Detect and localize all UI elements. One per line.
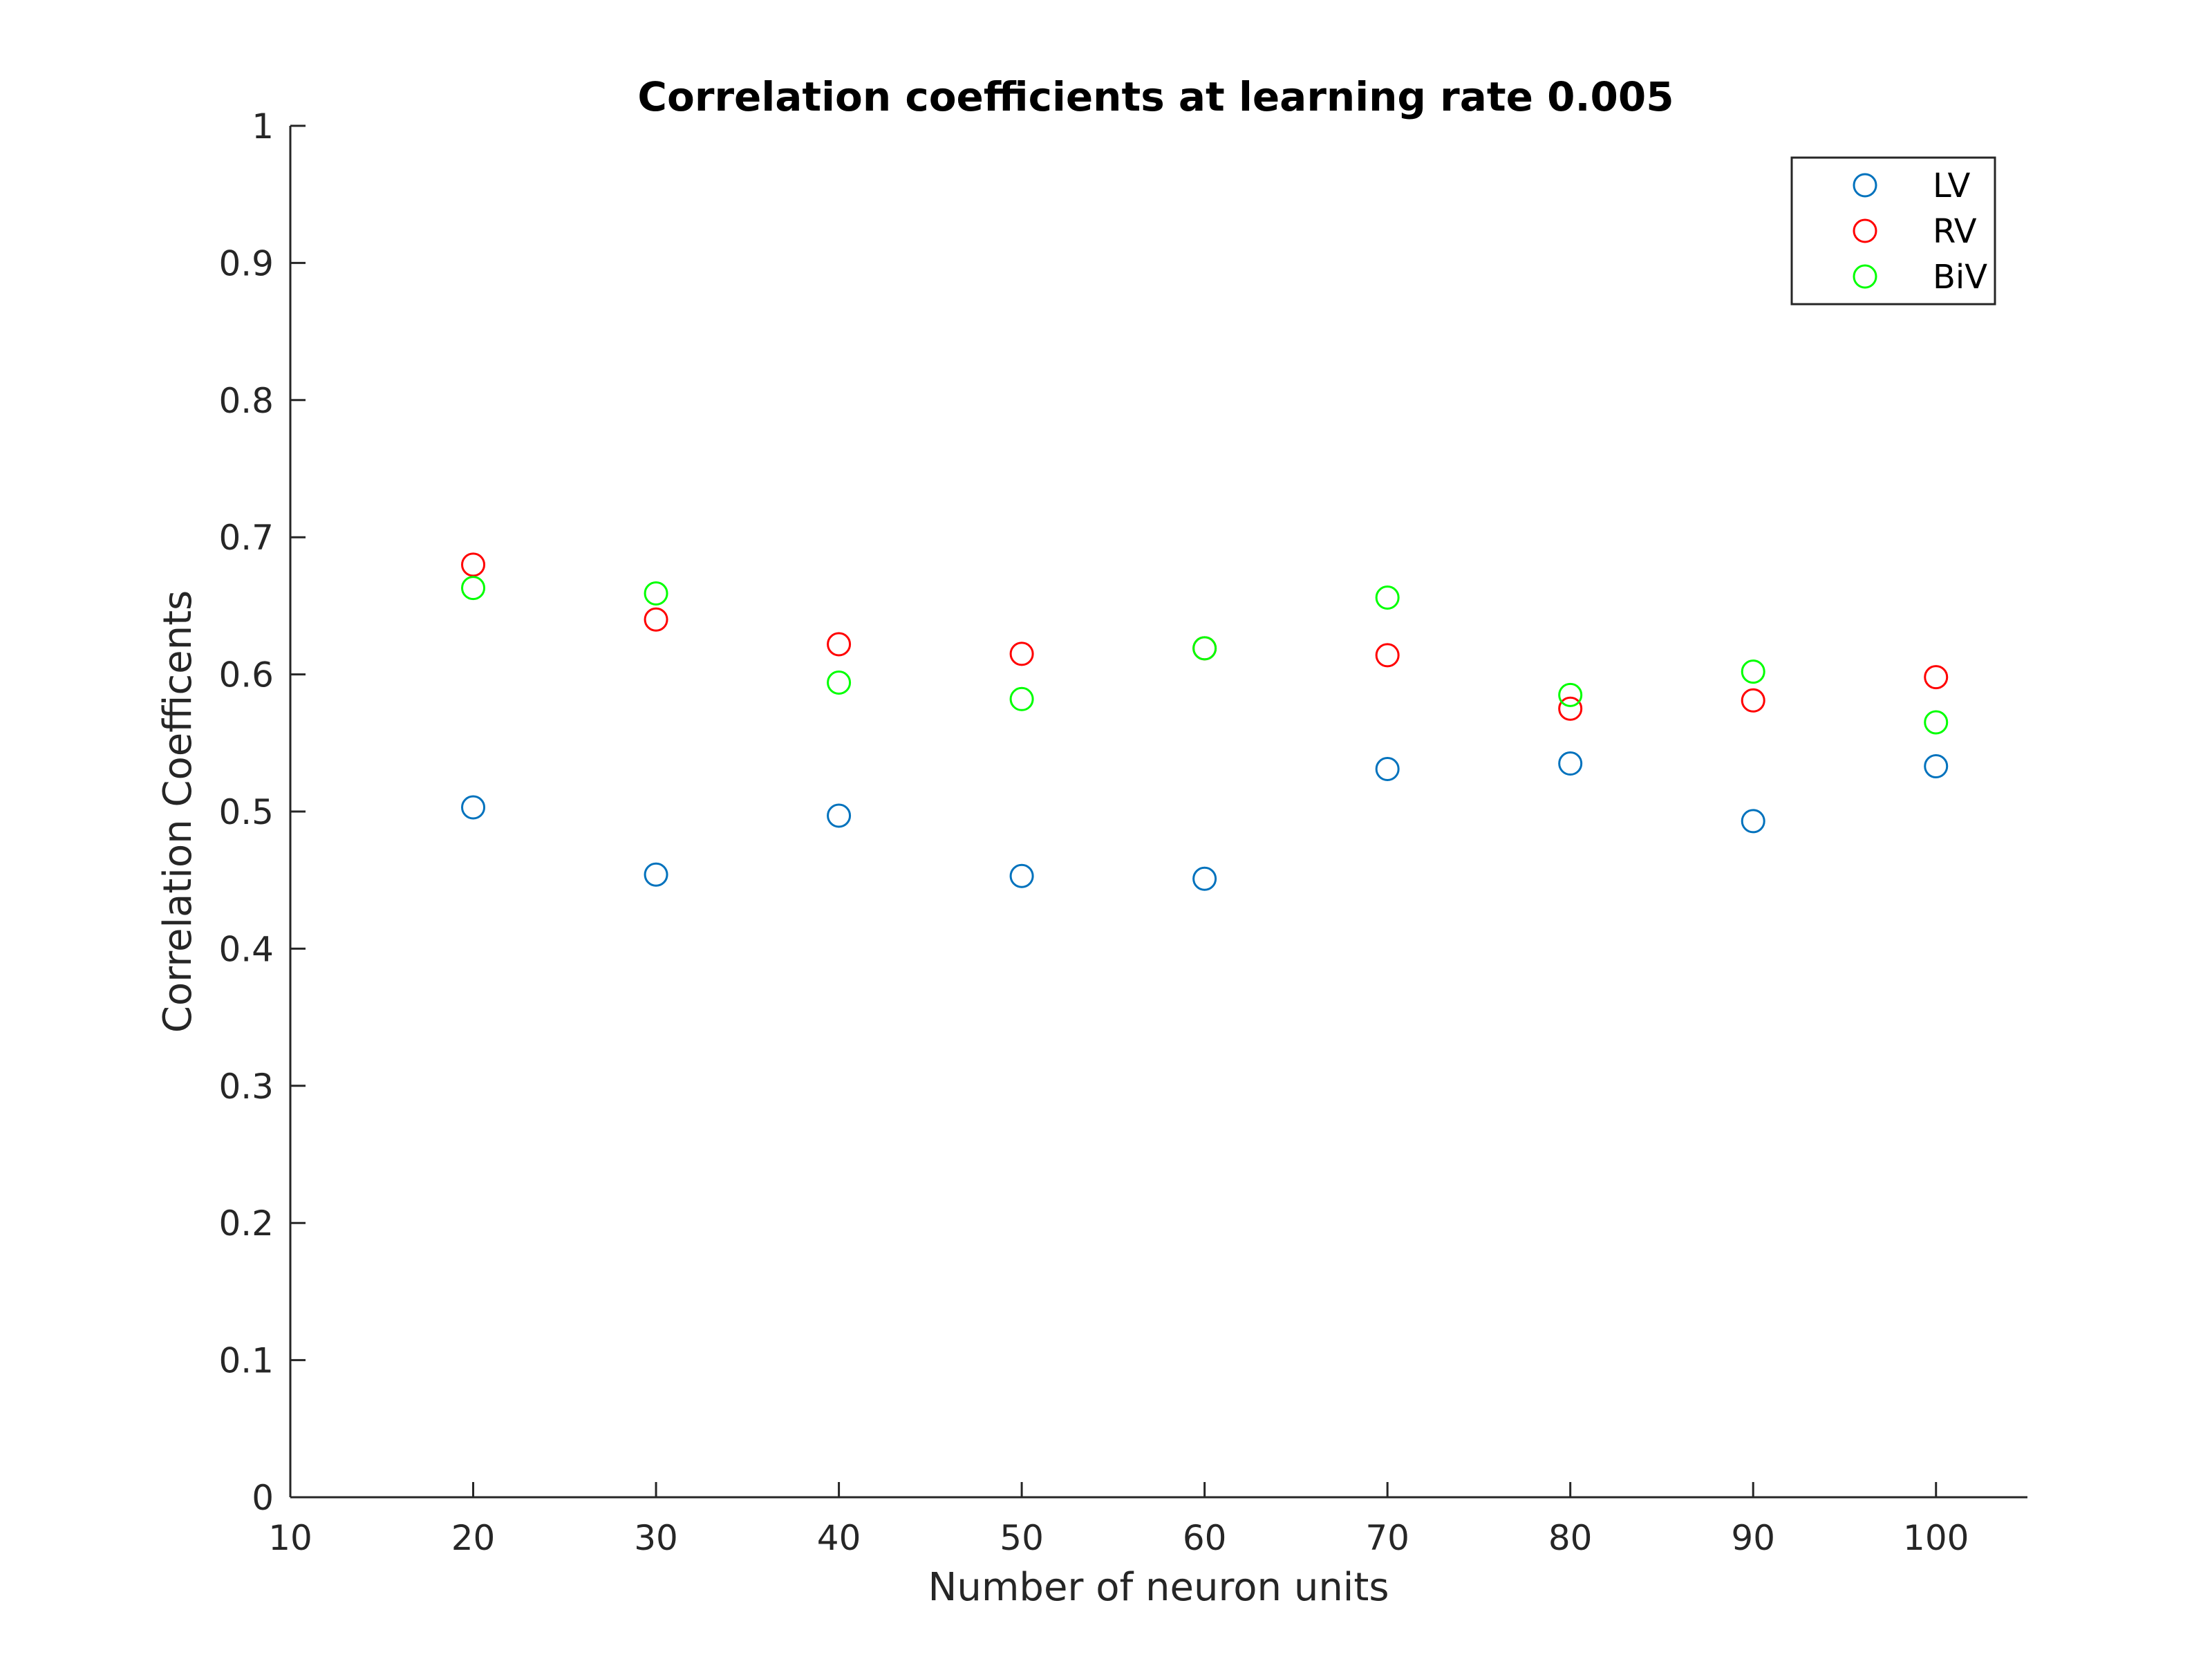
legend-marker-biv bbox=[1853, 264, 1877, 289]
data-point-biv bbox=[1192, 636, 1217, 661]
y-tick-label: 0.2 bbox=[218, 1203, 274, 1244]
data-point-rv bbox=[1741, 688, 1765, 713]
x-axis-label: Number of neuron units bbox=[928, 1565, 1389, 1610]
y-axis-label: Correlation Coefficents bbox=[156, 590, 200, 1033]
y-tick-label: 0.6 bbox=[218, 655, 274, 695]
y-tick-label: 0.3 bbox=[218, 1067, 274, 1107]
x-tick-label: 30 bbox=[634, 1518, 678, 1558]
data-point-rv bbox=[1375, 643, 1400, 668]
data-point-rv bbox=[1924, 665, 1949, 690]
data-point-biv bbox=[1375, 585, 1400, 610]
legend-box bbox=[1790, 156, 1996, 306]
data-point-biv bbox=[1009, 686, 1034, 711]
chart-title: Correlation coefficients at learning rat… bbox=[637, 73, 1674, 120]
data-point-lv bbox=[1741, 809, 1765, 834]
x-tick-label: 20 bbox=[451, 1518, 496, 1558]
y-tick-label: 0.7 bbox=[218, 518, 274, 558]
data-point-biv bbox=[1558, 682, 1583, 707]
legend-marker-lv bbox=[1853, 173, 1877, 198]
data-point-rv bbox=[1558, 696, 1583, 721]
legend-marker-rv bbox=[1853, 218, 1877, 243]
x-tick-label: 100 bbox=[1903, 1518, 1969, 1558]
data-point-lv bbox=[1009, 863, 1034, 888]
data-point-lv bbox=[644, 862, 668, 887]
data-point-rv bbox=[1009, 641, 1034, 666]
legend: LV RV BiV bbox=[1790, 156, 1996, 306]
y-tick-label: 1 bbox=[252, 106, 274, 147]
x-tick-label: 70 bbox=[1365, 1518, 1409, 1558]
data-point-rv bbox=[461, 552, 486, 577]
x-tick-label: 60 bbox=[1183, 1518, 1227, 1558]
y-tick-label: 0.8 bbox=[218, 381, 274, 421]
data-point-rv bbox=[644, 607, 668, 632]
data-point-biv bbox=[461, 576, 486, 601]
x-tick-label: 90 bbox=[1731, 1518, 1775, 1558]
legend-items: LV RV BiV bbox=[1853, 167, 1987, 297]
x-tick-label: 10 bbox=[268, 1518, 312, 1558]
data-point-biv bbox=[1924, 710, 1949, 735]
y-tick-label: 0.4 bbox=[218, 929, 274, 969]
data-point-lv bbox=[1192, 866, 1217, 891]
x-tick-label: 50 bbox=[1000, 1518, 1044, 1558]
data-point-lv bbox=[1558, 751, 1583, 776]
y-tick-label: 0.5 bbox=[218, 792, 274, 832]
data-point-rv bbox=[827, 632, 852, 657]
data-point-lv bbox=[1375, 756, 1400, 781]
y-tick-label: 0.9 bbox=[218, 243, 274, 283]
x-tick-label: 40 bbox=[817, 1518, 861, 1558]
y-tick-label: 0 bbox=[252, 1478, 274, 1518]
legend-label-lv: LV bbox=[1933, 167, 1970, 205]
data-markers bbox=[461, 552, 1949, 891]
data-point-lv bbox=[827, 803, 852, 828]
plot-area: 10 20 30 40 50 60 70 80 90 100 0 0.1 0.2 0.3 0.4 0.5 0.… bbox=[218, 106, 2027, 1558]
x-ticks: 10 20 30 40 50 60 70 80 90 100 bbox=[268, 1482, 1969, 1558]
data-point-biv bbox=[1741, 659, 1765, 684]
data-point-lv bbox=[461, 795, 486, 820]
y-ticks: 0 0.1 0.2 0.3 0.4 0.5 0.6 0.7 0.8 0.9 1 bbox=[218, 106, 306, 1518]
y-tick-label: 0.1 bbox=[218, 1341, 274, 1381]
axes-box bbox=[290, 126, 2027, 1497]
legend-label-rv: RV bbox=[1933, 212, 1977, 251]
data-point-biv bbox=[644, 581, 668, 606]
x-tick-label: 80 bbox=[1548, 1518, 1593, 1558]
legend-label-biv: BiV bbox=[1933, 258, 1987, 297]
data-point-lv bbox=[1924, 754, 1949, 779]
data-point-biv bbox=[827, 671, 852, 695]
